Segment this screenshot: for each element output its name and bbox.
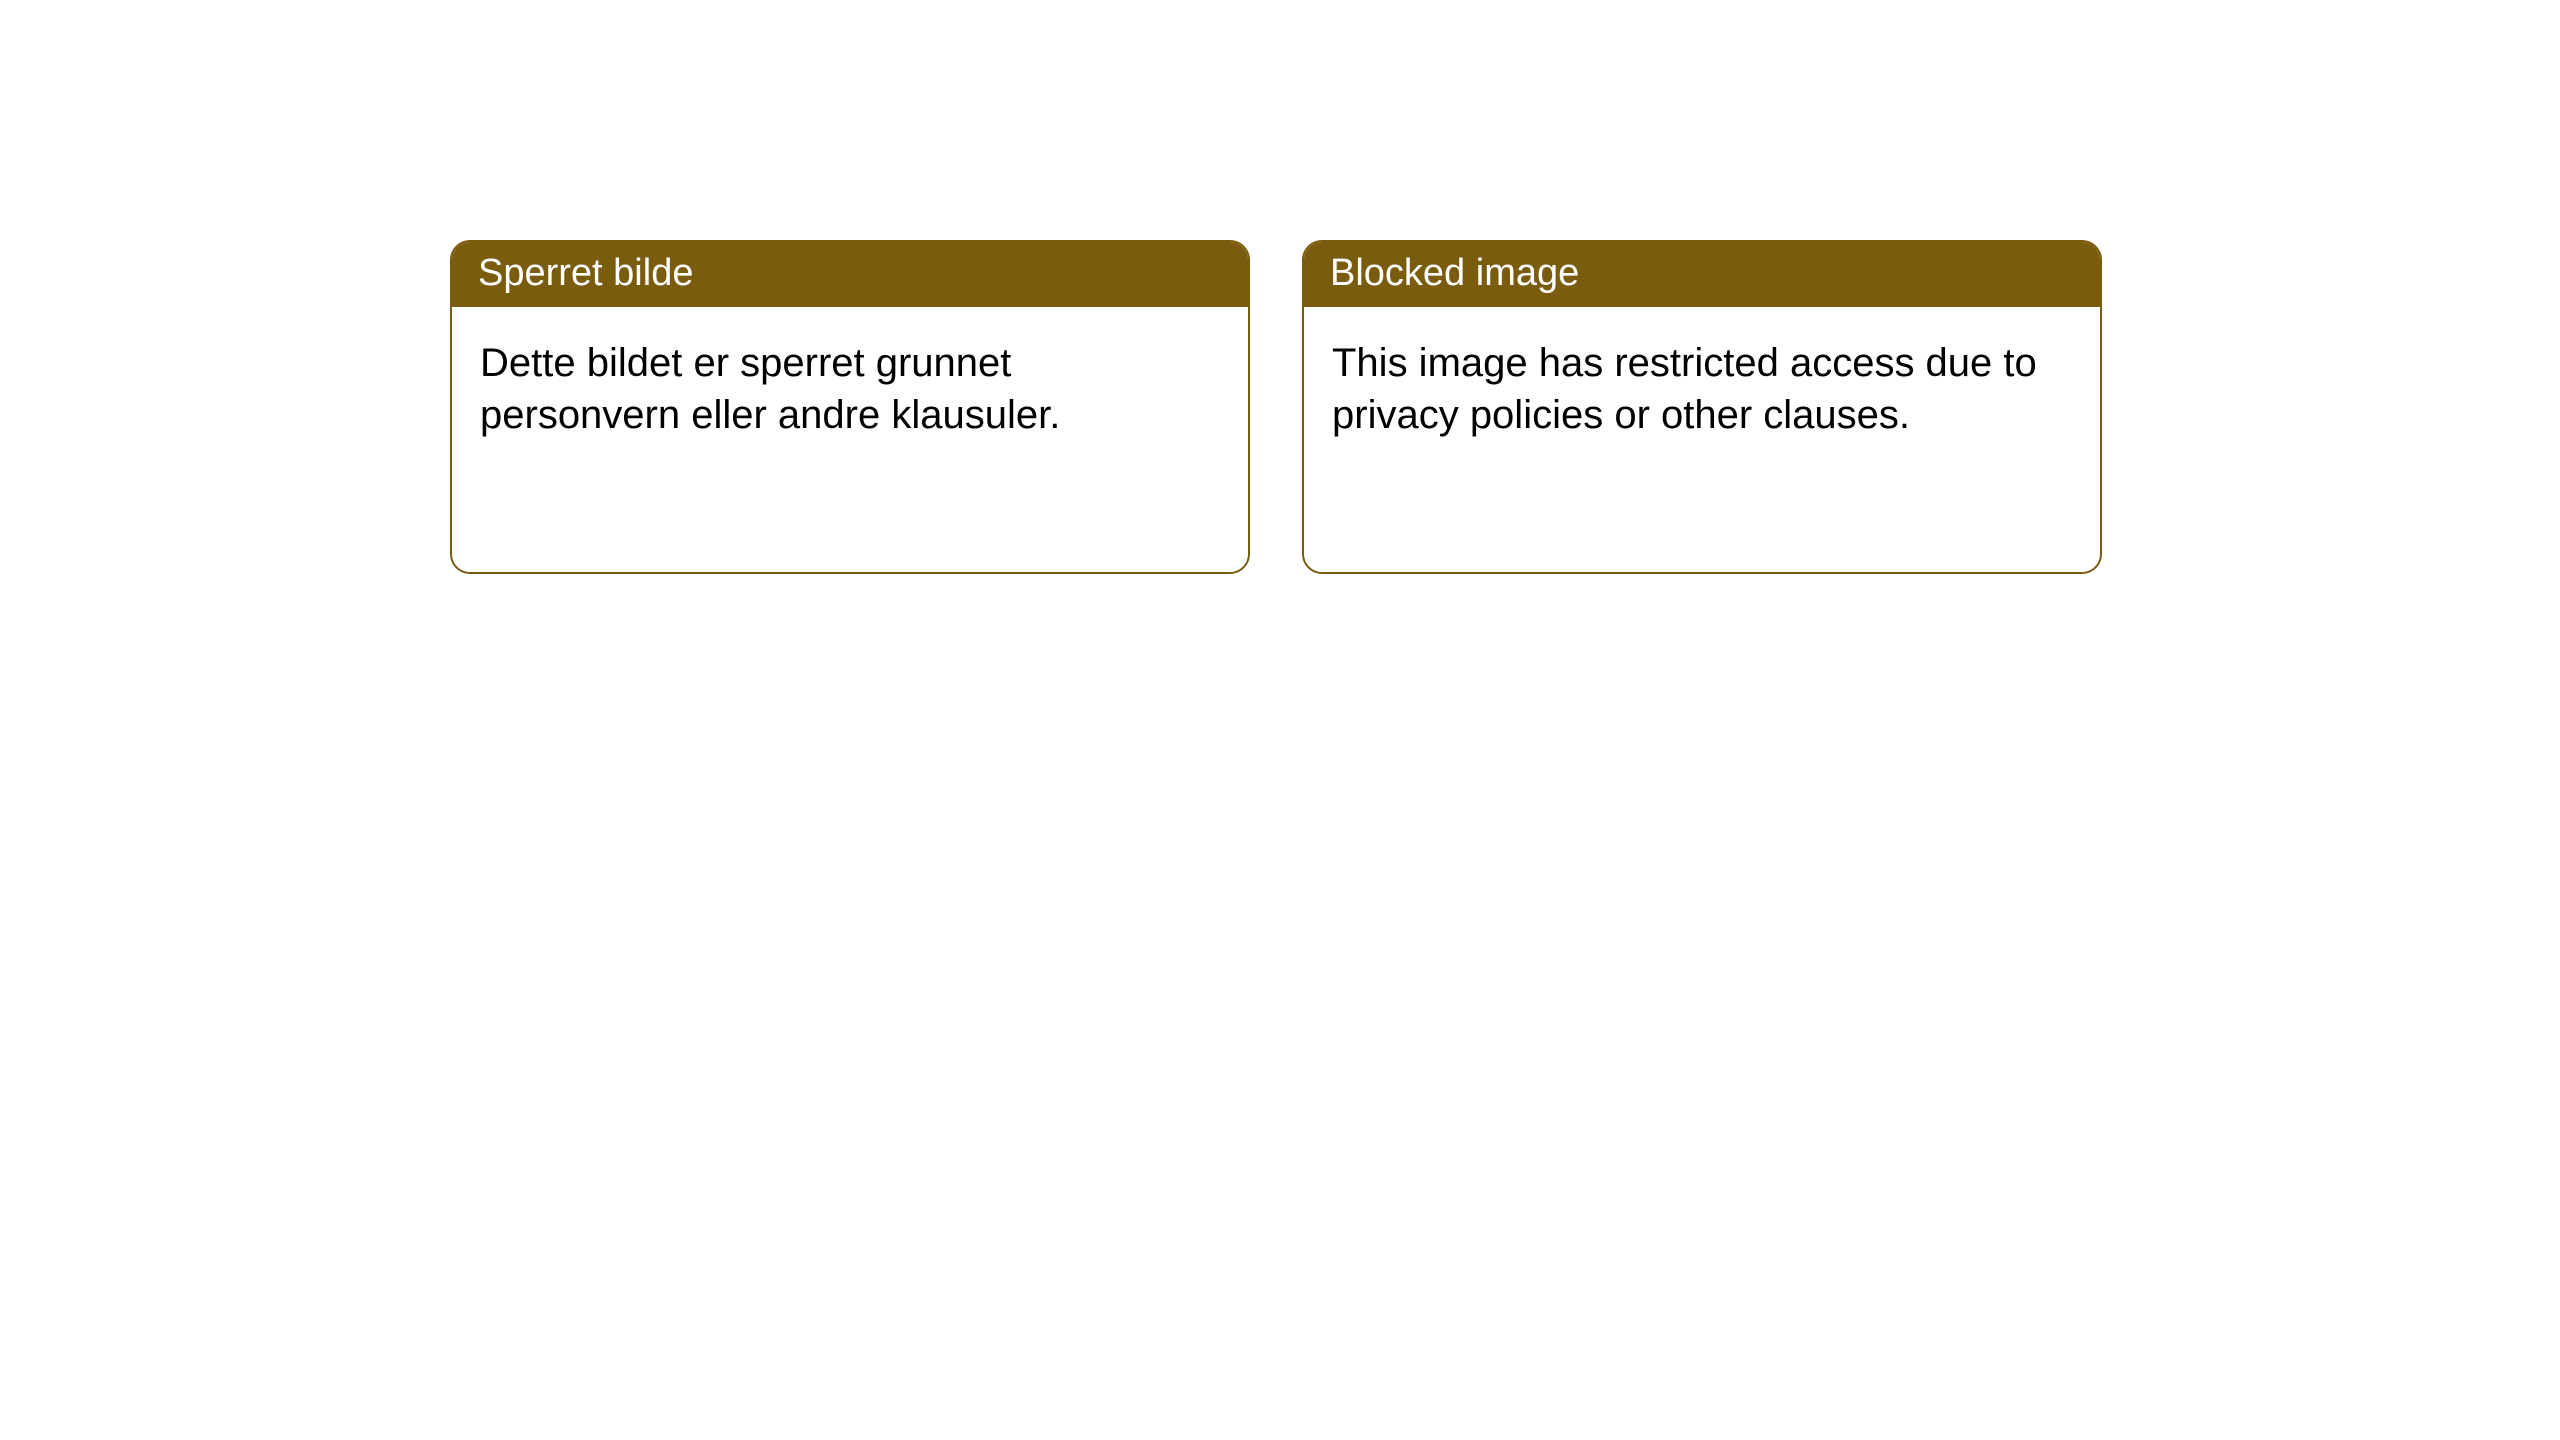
notice-card-english: Blocked image This image has restricted … bbox=[1302, 240, 2102, 574]
notice-body-norwegian: Dette bildet er sperret grunnet personve… bbox=[452, 307, 1248, 471]
notice-title-english: Blocked image bbox=[1304, 242, 2100, 307]
notice-body-english: This image has restricted access due to … bbox=[1304, 307, 2100, 471]
notice-card-norwegian: Sperret bilde Dette bildet er sperret gr… bbox=[450, 240, 1250, 574]
notice-title-norwegian: Sperret bilde bbox=[452, 242, 1248, 307]
notice-container: Sperret bilde Dette bildet er sperret gr… bbox=[0, 0, 2560, 574]
